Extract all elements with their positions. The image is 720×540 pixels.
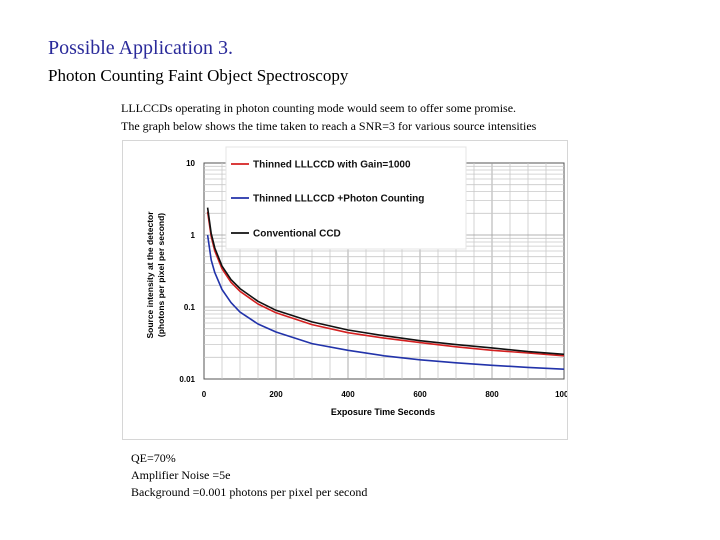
note-qe: QE=70% — [131, 451, 176, 465]
slide-title: Possible Application 3. — [48, 37, 233, 59]
assumption-notes: QE=70% Amplifier Noise =5e Background =0… — [131, 450, 367, 501]
chart-legend: Thinned LLLCCD with Gain=1000 Thinned LLL… — [225, 146, 467, 250]
snr-chart: 0 200 400 600 800 1000 0.01 0.1 1 10 Thinned LLLC… — [145, 146, 567, 417]
intro-line-1: LLLCCDs operating in photon counting mod… — [121, 101, 517, 115]
legend-label-3: Conventional CCD — [253, 229, 341, 240]
legend-box — [225, 146, 467, 250]
x-tick-label: 1000 — [555, 390, 567, 399]
y-tick-label: 0.1 — [184, 303, 196, 312]
chart-frame: 0 200 400 600 800 1000 0.01 0.1 1 10 Thinned LLLC… — [122, 140, 568, 440]
intro-line-2: The graph below shows the time taken to … — [121, 119, 537, 133]
series-line-2 — [206, 234, 565, 370]
y-axis-label-line-1: Source intensity at the detector — [145, 211, 155, 339]
x-axis-label: Exposure Time Seconds — [331, 407, 435, 417]
x-tick-label: 600 — [413, 390, 427, 399]
note-background: Background =0.001 photons per pixel per … — [131, 485, 368, 499]
legend-label-1: Thinned LLLCCD with Gain=1000 — [253, 160, 411, 171]
chart-ticks: 0 200 400 600 800 1000 0.01 0.1 1 10 — [179, 159, 567, 399]
series-line-3 — [206, 207, 565, 356]
chart-series — [206, 207, 565, 370]
y-tick-label: 1 — [191, 231, 196, 240]
note-amplifier-noise: Amplifier Noise =5e — [131, 468, 231, 482]
x-tick-label: 200 — [269, 390, 283, 399]
slide-subtitle: Photon Counting Faint Object Spectroscop… — [48, 66, 349, 85]
series-line-1 — [206, 211, 565, 357]
intro-text: LLLCCDs operating in photon counting mod… — [121, 99, 536, 135]
y-tick-label: 10 — [186, 159, 195, 168]
y-axis-label-line-2: (photons per pixel per second) — [156, 213, 166, 337]
x-tick-label: 800 — [485, 390, 499, 399]
x-tick-label: 400 — [341, 390, 355, 399]
y-tick-label: 0.01 — [179, 375, 195, 384]
x-tick-label: 0 — [202, 390, 207, 399]
legend-label-2: Thinned LLLCCD +Photon Counting — [253, 194, 424, 205]
